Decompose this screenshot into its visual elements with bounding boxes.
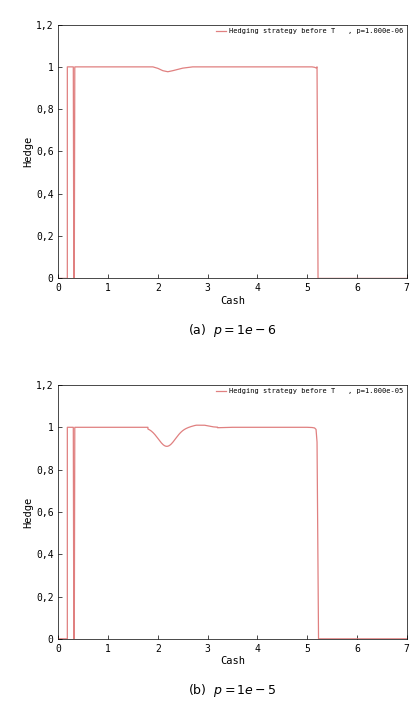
- Y-axis label: Hedge: Hedge: [23, 496, 33, 527]
- Text: (b)  $p = 1e-5$: (b) $p = 1e-5$: [188, 682, 277, 699]
- Line: Hedging strategy before T   , p=1.000e-05: Hedging strategy before T , p=1.000e-05: [58, 425, 407, 639]
- Hedging strategy before T   , p=1.000e-06: [156, 64, 161, 72]
- Hedging strategy before T   , p=1.000e-06: [72, 274, 77, 283]
- Hedging strategy before T   , p=1.000e-06: [71, 274, 76, 283]
- Hedging strategy before T   , p=1.000e-06: [314, 62, 319, 71]
- X-axis label: Cash: Cash: [220, 656, 245, 666]
- Hedging strategy before T   , p=1.000e-05: [56, 635, 61, 643]
- Hedging strategy before T   , p=1.000e-06: [65, 274, 70, 283]
- Hedging strategy before T   , p=1.000e-06: [314, 64, 319, 72]
- Hedging strategy before T   , p=1.000e-06: [316, 274, 321, 283]
- Line: Hedging strategy before T   , p=1.000e-06: Hedging strategy before T , p=1.000e-06: [58, 67, 407, 279]
- Hedging strategy before T   , p=1.000e-06: [309, 62, 314, 71]
- Text: (a)  $p = 1e-6$: (a) $p = 1e-6$: [188, 322, 277, 338]
- Hedging strategy before T   , p=1.000e-05: [404, 635, 409, 643]
- Hedging strategy before T   , p=1.000e-06: [170, 67, 175, 75]
- Hedging strategy before T   , p=1.000e-06: [180, 64, 185, 72]
- Hedging strategy before T   , p=1.000e-06: [72, 62, 77, 71]
- Hedging strategy before T   , p=1.000e-06: [404, 274, 409, 283]
- Hedging strategy before T   , p=1.000e-06: [160, 67, 165, 75]
- Hedging strategy before T   , p=1.000e-05: [168, 440, 173, 449]
- Hedging strategy before T   , p=1.000e-06: [151, 62, 156, 71]
- Hedging strategy before T   , p=1.000e-06: [165, 67, 170, 76]
- Hedging strategy before T   , p=1.000e-06: [312, 63, 317, 72]
- Hedging strategy before T   , p=1.000e-05: [176, 431, 181, 439]
- Y-axis label: Hedge: Hedge: [23, 136, 33, 167]
- Hedging strategy before T   , p=1.000e-05: [152, 430, 157, 438]
- Hedging strategy before T   , p=1.000e-06: [56, 274, 61, 283]
- Hedging strategy before T   , p=1.000e-06: [71, 62, 76, 71]
- Hedging strategy before T   , p=1.000e-05: [203, 421, 208, 430]
- Hedging strategy before T   , p=1.000e-06: [65, 62, 70, 71]
- Hedging strategy before T   , p=1.000e-05: [190, 422, 195, 430]
- Hedging strategy before T   , p=1.000e-05: [170, 439, 175, 447]
- Hedging strategy before T   , p=1.000e-06: [190, 62, 195, 71]
- Legend: Hedging strategy before T   , p=1.000e-05: Hedging strategy before T , p=1.000e-05: [214, 387, 404, 396]
- Legend: Hedging strategy before T   , p=1.000e-06: Hedging strategy before T , p=1.000e-06: [214, 27, 404, 35]
- Hedging strategy before T   , p=1.000e-05: [194, 421, 199, 430]
- X-axis label: Cash: Cash: [220, 296, 245, 306]
